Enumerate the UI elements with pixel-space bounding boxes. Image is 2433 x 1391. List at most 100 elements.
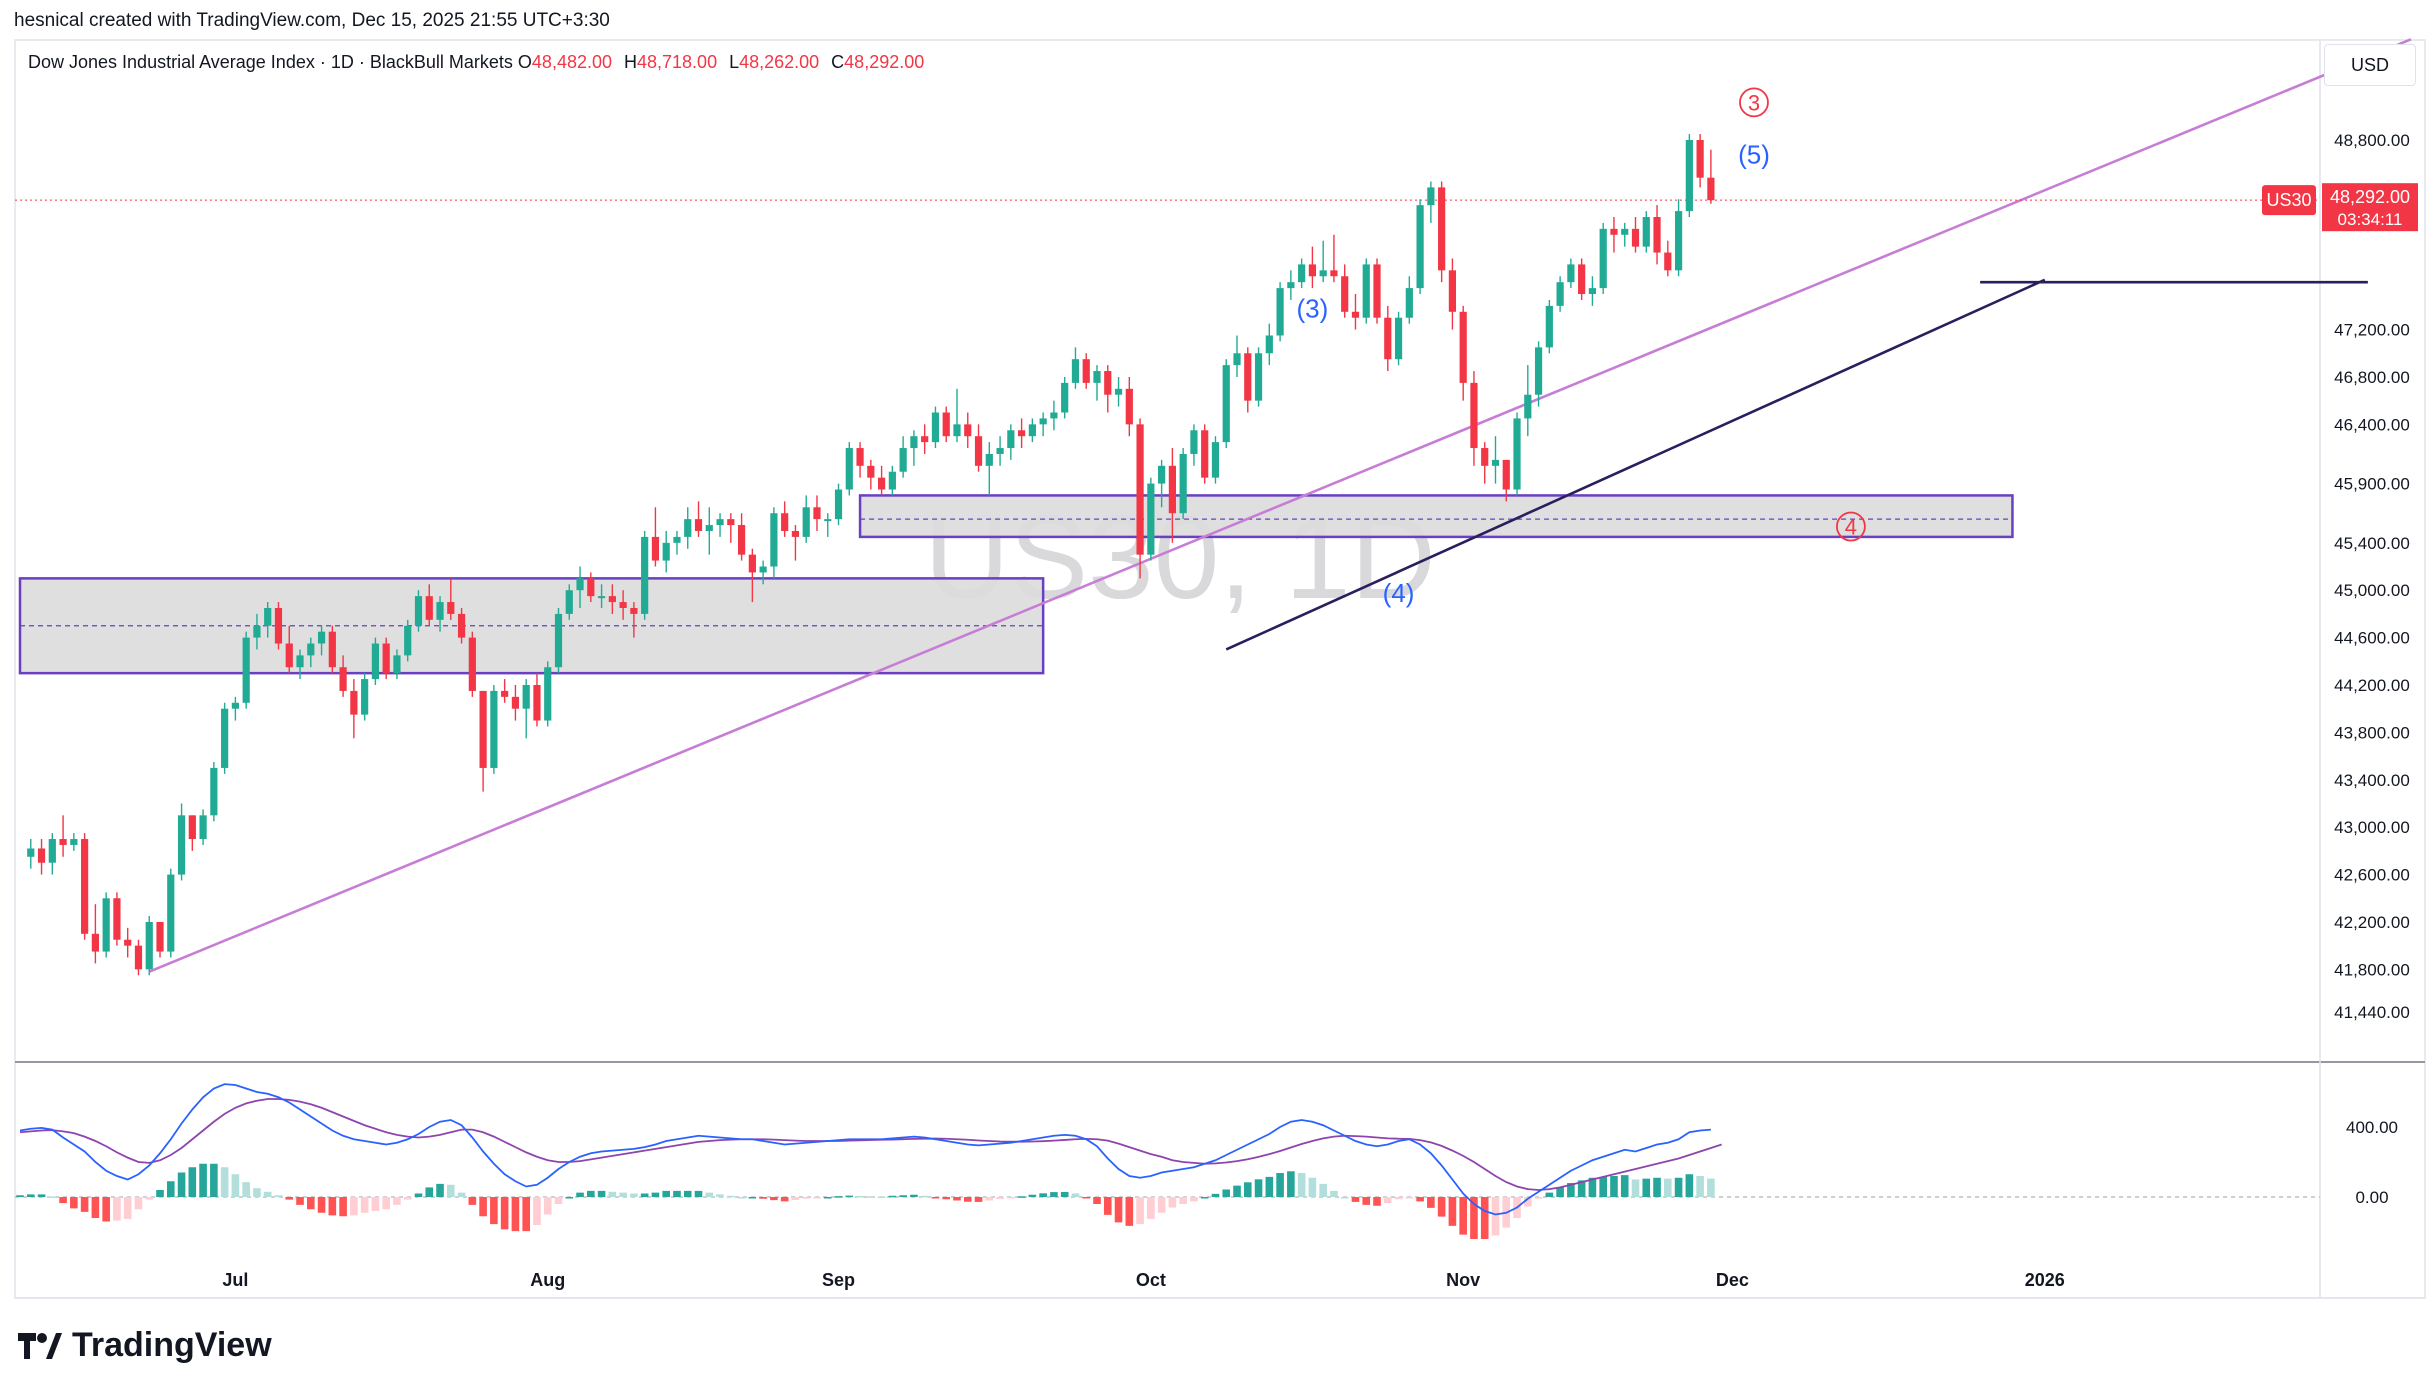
candle <box>1319 240 1327 283</box>
time-axis[interactable]: Jul Aug Sep Oct Nov Dec 2026 <box>222 1270 2064 1290</box>
macd-histogram-bar <box>1319 1183 1327 1197</box>
candle <box>1491 436 1500 484</box>
channel-line[interactable] <box>148 38 2412 973</box>
candle <box>479 690 487 792</box>
macd-histogram-bar <box>802 1197 811 1199</box>
candle <box>339 655 347 697</box>
macd-pane[interactable]: 400.00 0.00 <box>15 1083 2398 1239</box>
candle <box>425 584 433 626</box>
candle-body <box>264 607 272 626</box>
currency-selector[interactable]: USD <box>2324 44 2416 86</box>
macd-histogram-bar <box>479 1197 487 1217</box>
candle-body <box>824 519 832 522</box>
candle-body <box>350 690 358 715</box>
candle <box>264 602 272 638</box>
candle <box>716 513 724 537</box>
candle <box>824 513 832 537</box>
macd-histogram-bar <box>91 1197 100 1218</box>
candle-body <box>694 519 703 531</box>
macd-tick-label: 0.00 <box>2355 1188 2388 1207</box>
candle-body <box>425 596 433 620</box>
candle <box>587 572 595 603</box>
macd-histogram-bar <box>1696 1176 1704 1197</box>
candle <box>576 566 584 608</box>
macd-histogram-bar <box>920 1195 929 1198</box>
candle <box>1276 282 1284 342</box>
wave-label-circle <box>1739 87 1769 118</box>
macd-histogram-bar <box>662 1190 670 1197</box>
tradingview-brand[interactable]: TradingView <box>16 1326 272 1365</box>
candle <box>1642 211 1650 253</box>
candle <box>1567 258 1575 289</box>
price-axis[interactable]: 41,440.00 41,800.00 42,200.00 42,600.00 43,0… <box>2334 131 2410 1022</box>
candle <box>1610 217 1618 253</box>
candle <box>210 762 218 822</box>
macd-histogram-bar <box>306 1197 315 1210</box>
candle-body <box>608 596 616 603</box>
candle <box>684 507 692 549</box>
candle-body <box>167 874 175 952</box>
macd-histogram-bar <box>996 1197 1004 1200</box>
macd-histogram-bar <box>166 1181 175 1197</box>
candle <box>856 442 864 478</box>
price-tick-label: 43,000.00 <box>2334 818 2410 837</box>
macd-histogram-bar <box>1405 1197 1414 1199</box>
macd-histogram-bar <box>716 1194 724 1197</box>
candle <box>727 513 735 543</box>
candle-body <box>1621 228 1629 235</box>
badge-symbol-box <box>2262 185 2316 216</box>
drawings-layer <box>148 38 2412 973</box>
candle-body <box>802 507 810 537</box>
symbol-title[interactable]: Dow Jones Industrial Average Index · 1D … <box>28 52 513 72</box>
candle-body <box>953 424 961 437</box>
candle <box>1222 359 1230 449</box>
candle <box>188 815 196 851</box>
macd-histogram-bar <box>1620 1175 1629 1197</box>
candle-body <box>1567 264 1575 283</box>
price-tick-label: 44,600.00 <box>2334 629 2410 648</box>
brand-name: TradingView <box>72 1326 272 1364</box>
candle <box>1556 276 1564 312</box>
macd-histogram-bar <box>382 1197 390 1210</box>
candle-body <box>1298 264 1306 283</box>
candle <box>27 839 35 869</box>
macd-histogram-bar <box>543 1197 552 1215</box>
candle-body <box>1556 282 1564 306</box>
candle <box>705 507 713 555</box>
candle-body <box>1179 453 1187 514</box>
candle <box>253 613 261 650</box>
candle <box>501 679 509 703</box>
candle-body <box>1491 459 1500 466</box>
macd-histogram-bar <box>748 1197 757 1199</box>
macd-histogram-bar <box>360 1197 369 1213</box>
candle-body <box>1545 305 1553 348</box>
candle <box>1513 412 1521 496</box>
price-tick-label: 46,400.00 <box>2334 415 2410 434</box>
candle <box>791 525 800 561</box>
macd-histogram-bar <box>296 1197 304 1205</box>
badge-countdown: 03:34:11 <box>2338 210 2403 229</box>
candle-body <box>404 625 412 656</box>
candle <box>274 602 283 650</box>
candle <box>1233 335 1241 377</box>
candle <box>404 619 412 662</box>
candle <box>1696 134 1704 188</box>
trendline-oct[interactable] <box>1225 278 2046 651</box>
candle-body <box>554 613 563 668</box>
support-zone-sep-nov[interactable] <box>858 494 2014 539</box>
candle <box>1351 294 1360 330</box>
candle <box>1416 199 1424 295</box>
candle-body <box>1664 252 1672 271</box>
time-tick-label: Nov <box>1446 1270 1480 1290</box>
macd-histogram-bar <box>985 1197 994 1201</box>
macd-histogram-bar <box>1534 1197 1543 1199</box>
candle-body <box>1438 187 1446 271</box>
macd-histogram-bar <box>1060 1191 1069 1197</box>
candle <box>964 412 972 449</box>
candle-body <box>81 839 89 934</box>
candle-body <box>436 602 444 620</box>
candle-body <box>1341 276 1349 312</box>
candle <box>1007 424 1015 460</box>
